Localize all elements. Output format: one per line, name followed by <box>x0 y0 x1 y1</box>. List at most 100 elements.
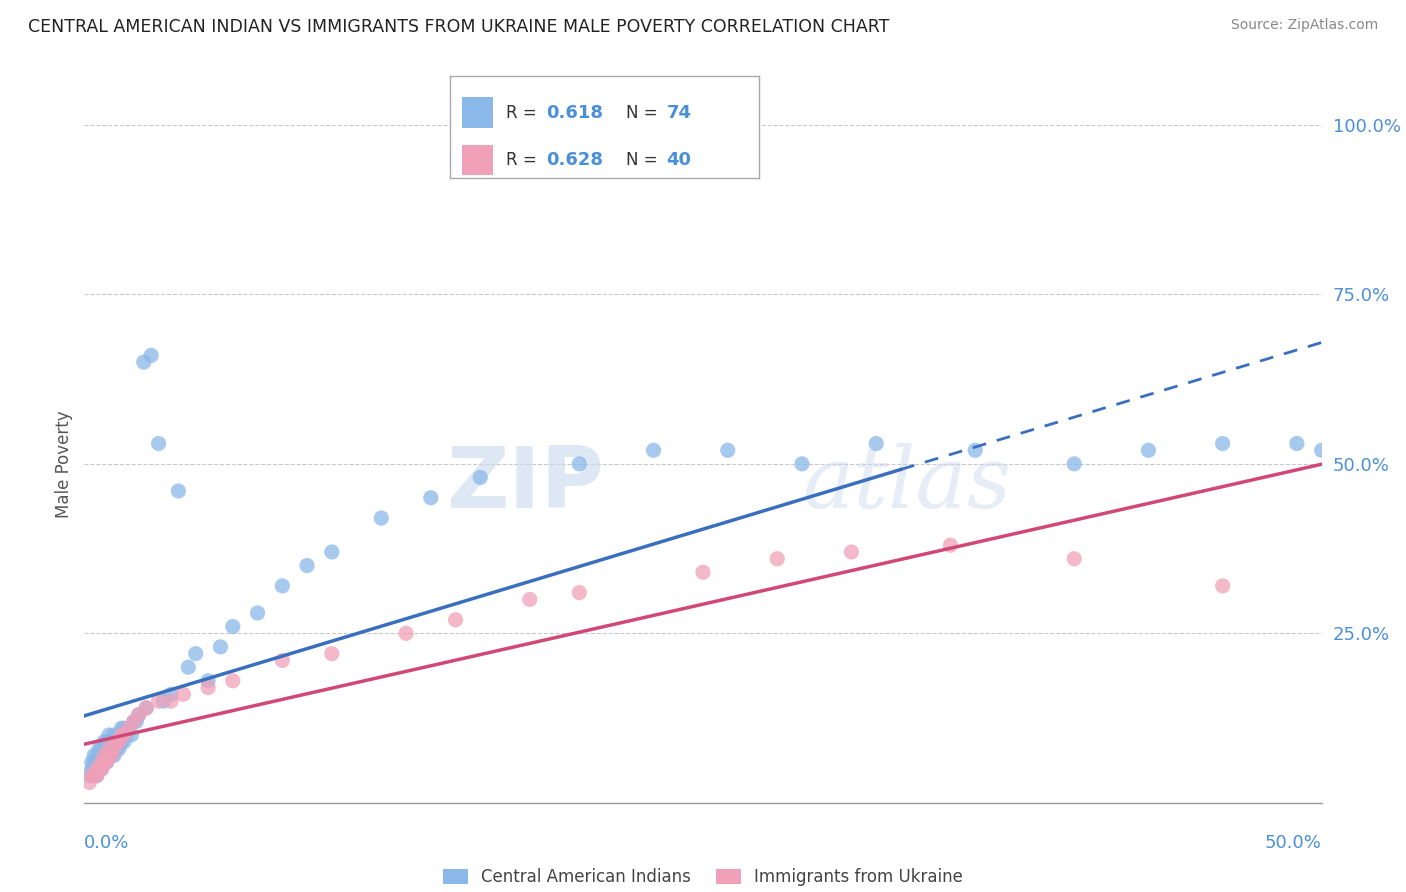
Point <box>100 748 122 763</box>
Point <box>128 707 150 722</box>
Point <box>222 619 245 633</box>
Point <box>83 748 105 763</box>
Point <box>90 741 112 756</box>
Point <box>93 735 115 749</box>
Point <box>108 728 131 742</box>
Point <box>184 647 207 661</box>
Point <box>167 483 190 498</box>
Point <box>108 735 131 749</box>
FancyBboxPatch shape <box>463 145 494 176</box>
Point <box>939 538 962 552</box>
Point <box>110 721 132 735</box>
FancyBboxPatch shape <box>463 97 494 128</box>
Point <box>148 436 170 450</box>
Point <box>86 769 108 783</box>
Point <box>83 762 105 776</box>
Point <box>90 755 112 769</box>
Point <box>110 728 132 742</box>
Point <box>1310 443 1333 458</box>
Point <box>86 748 108 763</box>
Point <box>1063 551 1085 566</box>
Point <box>135 701 157 715</box>
Point <box>120 728 142 742</box>
Point <box>197 681 219 695</box>
Text: R =: R = <box>506 103 541 121</box>
Point <box>568 457 591 471</box>
Point <box>1212 436 1234 450</box>
Point <box>103 741 125 756</box>
Point <box>122 714 145 729</box>
Point <box>128 707 150 722</box>
Point <box>692 566 714 580</box>
Text: 40: 40 <box>666 151 692 169</box>
Text: 74: 74 <box>666 103 692 121</box>
Text: R =: R = <box>506 151 541 169</box>
Point <box>1137 443 1160 458</box>
Point <box>271 653 294 667</box>
Point <box>80 755 103 769</box>
Point <box>112 728 135 742</box>
Point <box>370 511 392 525</box>
Point <box>321 647 343 661</box>
Point <box>79 775 101 789</box>
Point <box>141 348 163 362</box>
Point <box>965 443 987 458</box>
Point <box>103 728 125 742</box>
Point <box>177 660 200 674</box>
Point <box>643 443 665 458</box>
Point <box>717 443 740 458</box>
Point <box>395 626 418 640</box>
Point <box>93 755 115 769</box>
Point <box>222 673 245 688</box>
Point <box>135 701 157 715</box>
Text: 0.628: 0.628 <box>546 151 603 169</box>
Point <box>80 769 103 783</box>
Point <box>98 748 121 763</box>
Text: N =: N = <box>626 151 664 169</box>
Point <box>89 762 111 776</box>
Point <box>160 687 183 701</box>
Point <box>112 735 135 749</box>
Point <box>148 694 170 708</box>
Point <box>93 748 115 763</box>
Point <box>93 755 115 769</box>
Point <box>118 721 141 735</box>
Point <box>90 762 112 776</box>
Text: 0.618: 0.618 <box>546 103 603 121</box>
Point <box>519 592 541 607</box>
Y-axis label: Male Poverty: Male Poverty <box>55 410 73 517</box>
Text: 0.0%: 0.0% <box>84 834 129 852</box>
Point <box>321 545 343 559</box>
Point <box>160 694 183 708</box>
Text: CENTRAL AMERICAN INDIAN VS IMMIGRANTS FROM UKRAINE MALE POVERTY CORRELATION CHAR: CENTRAL AMERICAN INDIAN VS IMMIGRANTS FR… <box>28 18 890 36</box>
Point <box>766 551 789 566</box>
Point <box>444 613 467 627</box>
Point <box>1063 457 1085 471</box>
Point <box>172 687 194 701</box>
Point <box>90 762 112 776</box>
Point <box>98 748 121 763</box>
Point <box>122 714 145 729</box>
Point <box>118 721 141 735</box>
Text: N =: N = <box>626 103 664 121</box>
Point <box>865 436 887 450</box>
Point <box>152 694 174 708</box>
Point <box>132 355 155 369</box>
Point <box>83 769 105 783</box>
Point <box>115 728 138 742</box>
Point <box>568 585 591 599</box>
Point <box>96 755 118 769</box>
Point <box>79 769 101 783</box>
Point <box>86 762 108 776</box>
Point <box>96 755 118 769</box>
Text: ZIP: ZIP <box>446 442 605 525</box>
Point <box>100 748 122 763</box>
Point <box>112 721 135 735</box>
Point <box>86 769 108 783</box>
Point <box>105 741 128 756</box>
Point <box>89 762 111 776</box>
Point <box>125 714 148 729</box>
Point <box>90 748 112 763</box>
Point <box>96 735 118 749</box>
Point <box>96 748 118 763</box>
